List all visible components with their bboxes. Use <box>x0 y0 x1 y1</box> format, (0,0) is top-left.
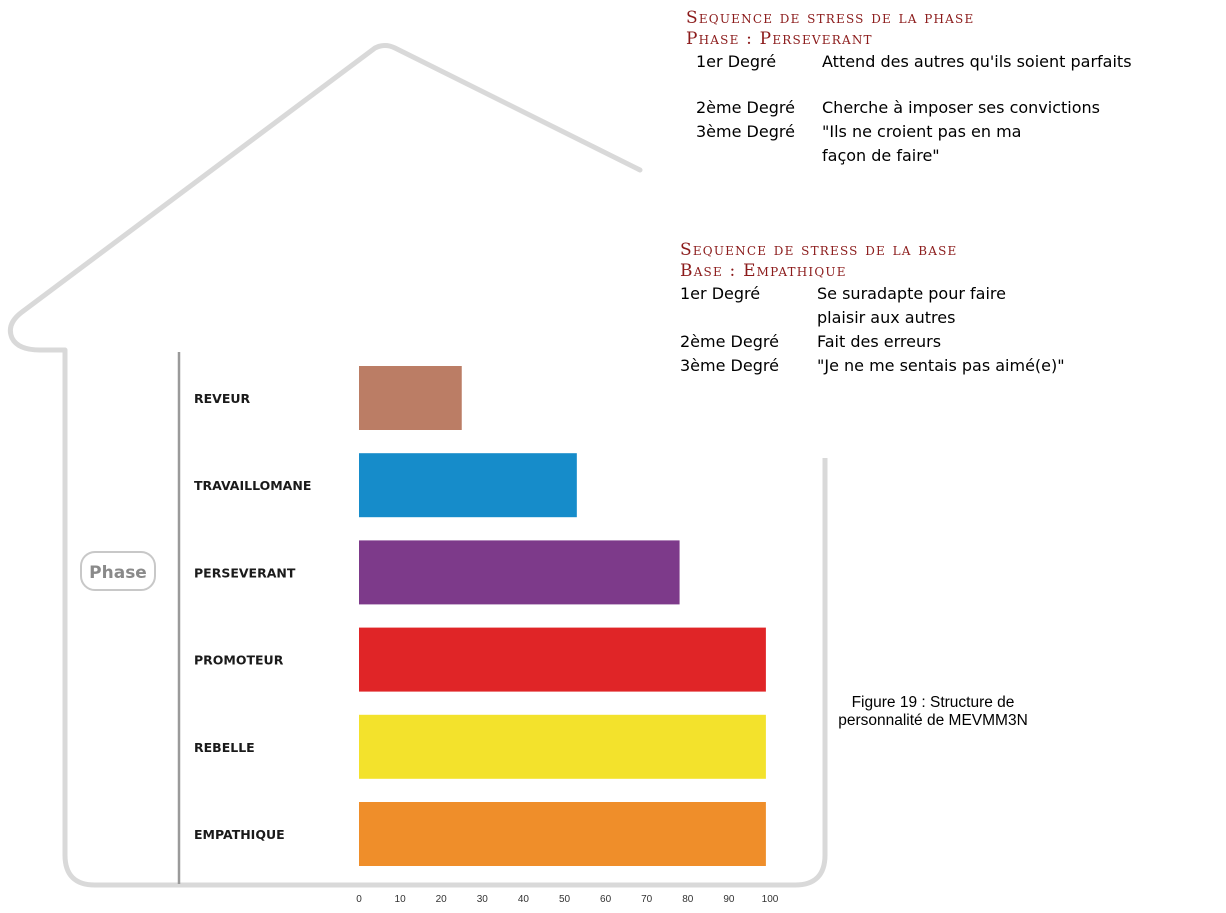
category-label-rebelle: REBELLE <box>194 740 255 755</box>
degree-label: 1er Degré <box>680 284 761 303</box>
degree-text: "Ils ne croient pas en ma façon de faire… <box>822 122 1022 165</box>
category-label-perseverant: PERSEVERANT <box>194 565 296 580</box>
x-tick-label: 30 <box>477 894 489 905</box>
degree-text: Cherche à imposer ses convictions <box>822 98 1100 117</box>
base-degree-3: 3ème Degré "Je ne me sentais pas aimé(e)… <box>680 354 1180 378</box>
house-outline <box>7 43 828 888</box>
x-tick-label: 20 <box>436 894 448 905</box>
phase-stress-subtitle: Phase : Perseverant <box>686 29 873 49</box>
x-tick-label: 60 <box>600 894 612 905</box>
phase-stress-sequence: Sequence de stress de la phase Phase : P… <box>686 8 1221 168</box>
phase-degree-1: 1er Degré Attend des autres qu'ils soien… <box>686 50 1221 74</box>
base-stress-title: Sequence de stress de la base <box>680 240 958 260</box>
base-degree-1: 1er Degré Se suradapte pour faire plaisi… <box>680 282 1055 330</box>
bar-promoteur <box>359 627 766 692</box>
x-tick-label: 100 <box>762 894 779 905</box>
x-tick-label: 10 <box>395 894 407 905</box>
degree-label: 3ème Degré <box>696 122 795 141</box>
x-tick-label: 40 <box>518 894 530 905</box>
phase-degree-2: 2ème Degré Cherche à imposer ses convict… <box>686 96 1221 120</box>
bar-empathique <box>359 802 766 866</box>
bar-rebelle <box>359 714 766 779</box>
category-label-reveur: REVEUR <box>194 391 251 406</box>
degree-text: Se suradapte pour faire plaisir aux autr… <box>817 284 1006 327</box>
stress-panel-background <box>680 0 1226 458</box>
degree-label: 1er Degré <box>696 52 777 71</box>
phase-degree-3: 3ème Degré "Ils ne croient pas en ma faç… <box>686 120 1031 168</box>
x-axis-ticks: 0 10 20 30 40 50 60 70 80 90 100 <box>356 894 779 905</box>
base-stress-subtitle: Base : Empathique <box>680 261 847 281</box>
x-tick-label: 50 <box>559 894 571 905</box>
degree-text: Attend des autres qu'ils soient parfaits <box>822 52 1132 71</box>
degree-label: 2ème Degré <box>696 98 795 117</box>
bars-group <box>359 366 766 866</box>
category-label-travaillomane: TRAVAILLOMANE <box>194 478 311 493</box>
figure-caption: Figure 19 : Structure de personnalité de… <box>838 694 1028 729</box>
bar-perseverant <box>359 540 680 605</box>
base-degree-2: 2ème Degré Fait des erreurs <box>680 330 1180 354</box>
category-labels: REVEUR TRAVAILLOMANE PERSEVERANT PROMOTEUR R… <box>194 391 311 842</box>
category-label-empathique: EMPATHIQUE <box>194 827 285 842</box>
base-stress-sequence: Sequence de stress de la base Base : Emp… <box>680 240 1180 378</box>
phase-badge-label: Phase <box>89 563 147 583</box>
bar-reveur <box>359 366 462 430</box>
phase-stress-title: Sequence de stress de la phase <box>686 8 975 28</box>
category-label-promoteur: PROMOTEUR <box>194 653 284 668</box>
degree-text: Fait des erreurs <box>817 332 942 351</box>
x-tick-label: 70 <box>641 894 653 905</box>
degree-label: 2ème Degré <box>680 332 779 351</box>
degree-text: "Je ne me sentais pas aimé(e)" <box>817 356 1065 375</box>
x-tick-label: 80 <box>682 894 694 905</box>
x-tick-label: 90 <box>723 894 735 905</box>
bar-travaillomane <box>359 453 577 518</box>
x-tick-label: 0 <box>356 894 362 905</box>
phase-badge: Phase <box>80 551 156 591</box>
degree-label: 3ème Degré <box>680 356 779 375</box>
